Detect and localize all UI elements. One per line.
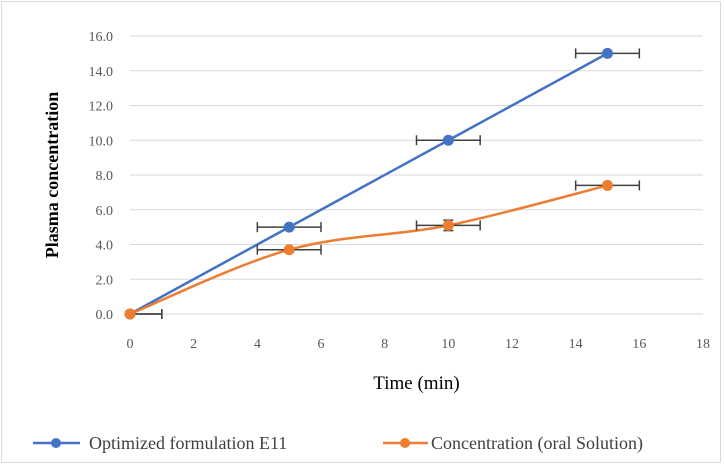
legend-swatch-oral-solution-marker	[400, 438, 410, 448]
series-line-1	[129, 184, 608, 316]
y-tick-label-1: 2.0	[96, 273, 114, 288]
series-1	[124, 179, 641, 320]
y-tick-label-7: 14.0	[89, 65, 114, 80]
x-tick-label-4: 8	[381, 337, 388, 352]
legend: Optimized formulation E11 Concentration …	[33, 433, 643, 454]
x-tick-label-8: 16	[632, 337, 646, 352]
legend-label-oral-solution: Concentration (oral Solution)	[431, 433, 643, 454]
series-0	[124, 47, 641, 320]
y-tick-label-8: 16.0	[89, 30, 114, 45]
x-tick-label-0: 0	[127, 337, 134, 352]
y-tick-label-4: 8.0	[96, 169, 114, 184]
data-point-0-2	[442, 134, 454, 146]
x-tick-labels: 0 2 4 6 8 10 12 14 16 18	[127, 337, 711, 352]
y-tick-label-5: 10.0	[89, 134, 114, 149]
x-tick-label-7: 14	[569, 337, 583, 352]
legend-item-optimized: Optimized formulation E11	[33, 433, 287, 453]
y-tick-labels: 0.0 2.0 4.0 6.0 8.0 10.0 12.0 14.0 16.0	[89, 30, 114, 323]
x-tick-label-5: 10	[441, 337, 455, 352]
x-tick-label-6: 12	[505, 337, 519, 352]
y-tick-label-3: 6.0	[96, 204, 114, 219]
x-tick-label-2: 4	[254, 337, 261, 352]
series-line-0	[129, 52, 609, 316]
data-point-0-3	[602, 47, 613, 59]
x-tick-label-9: 18	[696, 337, 710, 352]
y-tick-label-6: 12.0	[89, 100, 114, 115]
y-tick-label-2: 4.0	[96, 239, 114, 254]
x-axis-title: Time (min)	[373, 373, 459, 394]
legend-label-optimized: Optimized formulation E11	[89, 433, 287, 453]
y-axis-title: Plasma concentration	[42, 92, 62, 258]
series-layer	[124, 47, 641, 320]
y-tick-label-0: 0.0	[96, 308, 114, 323]
legend-item-oral-solution: Concentration (oral Solution)	[383, 433, 643, 454]
data-point-1-2	[442, 219, 454, 231]
legend-swatch-optimized-marker	[51, 438, 61, 448]
data-point-1-3	[602, 179, 613, 191]
x-tick-label-3: 6	[318, 337, 325, 352]
data-point-0-1	[283, 221, 295, 233]
data-point-1-0	[124, 308, 136, 320]
data-point-1-1	[283, 244, 295, 256]
x-tick-label-1: 2	[190, 337, 197, 352]
